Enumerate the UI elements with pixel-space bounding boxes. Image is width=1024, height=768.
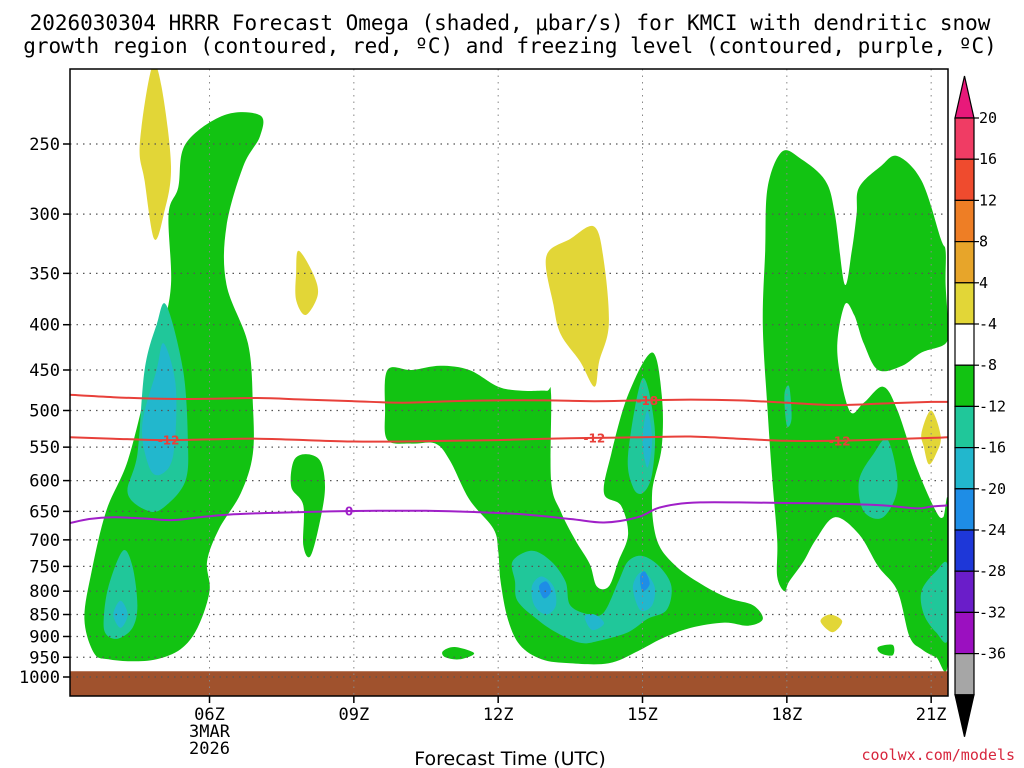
colorbar-segment-0 <box>954 117 975 160</box>
colorbar-segment-8 <box>954 447 975 490</box>
colorbar-segment-12 <box>954 611 975 655</box>
colorbar-segment-6 <box>954 364 975 408</box>
isotherm-line--18-0 <box>70 393 948 407</box>
isotherm-label-0: -18 <box>636 394 658 408</box>
colorbar-label: -12 <box>979 397 1006 415</box>
colorbar: 20 16 12 8 4 -4 -8 -12 -16 -20 -24 -28 -32 -36 <box>954 75 1006 737</box>
omega-region--8-13 <box>511 550 672 644</box>
y-tick-label: 850 <box>29 606 60 626</box>
x-tick-label: 18Z <box>771 705 802 725</box>
colorbar-segment-10 <box>954 529 975 572</box>
ground-layer <box>70 671 948 696</box>
omega-region-4-6 <box>139 69 172 240</box>
isotherm-label-extra1: -12 <box>829 434 851 448</box>
omega-region--8-17 <box>784 385 792 427</box>
colorbar-segment-3 <box>954 241 975 284</box>
colorbar-label: 12 <box>979 191 997 209</box>
isotherm-line--12-1 <box>70 435 948 443</box>
omega-region--16-24 <box>539 581 552 599</box>
colorbar-label: -36 <box>979 645 1006 663</box>
x-tick-label: 15Z <box>627 705 658 725</box>
colorbar-bottom-arrow <box>954 694 975 737</box>
omega-region--4-5 <box>877 644 895 656</box>
colorbar-label: 16 <box>979 150 997 168</box>
omega-region--8-12 <box>103 550 138 639</box>
omega-region--12-23 <box>642 410 653 468</box>
isotherm-lines <box>70 393 948 524</box>
isotherm-label-4: 0 <box>345 505 353 519</box>
omega-region--12-20 <box>632 571 656 612</box>
omega-region--12-21 <box>584 614 605 631</box>
omega-region-4-7 <box>295 250 319 316</box>
colorbar-segment-2 <box>954 199 975 243</box>
isotherm-line-0-4 <box>70 501 948 524</box>
x-tick-date: 3MAR <box>189 722 231 742</box>
y-tick-label: 550 <box>29 438 60 458</box>
omega-region-4-8 <box>545 225 609 387</box>
y-tick-label: 600 <box>29 472 60 492</box>
ground-surface <box>70 671 948 696</box>
isotherm-label-1: -12 <box>158 433 180 447</box>
omega-region-4-9 <box>820 614 843 633</box>
colorbar-segment-11 <box>954 570 975 614</box>
omega-region--4-1 <box>290 454 325 558</box>
colorbar-label: -8 <box>979 356 997 374</box>
colorbar-segment-9 <box>954 488 975 531</box>
chart-title-line1: 2026030304 HRRR Forecast Omega (shaded, … <box>30 11 991 35</box>
y-tick-label: 450 <box>29 361 60 381</box>
y-tick-label: 500 <box>29 402 60 422</box>
colorbar-label: 8 <box>979 233 988 251</box>
omega-shading <box>84 69 948 672</box>
y-tick-label: 750 <box>29 557 60 577</box>
colorbar-label: 20 <box>979 109 997 127</box>
colorbar-label: -4 <box>979 315 997 333</box>
omega-region--8-15 <box>858 438 898 519</box>
y-axis: 2503003504004505005506006507007508008509… <box>19 135 70 688</box>
omega-region--12-18 <box>142 343 177 476</box>
colorbar-label: -24 <box>979 521 1006 539</box>
y-tick-label: 650 <box>29 502 60 522</box>
colorbar-label: -20 <box>979 480 1006 498</box>
omega-region--4-4 <box>762 150 948 672</box>
x-tick-label: 06Z <box>194 705 225 725</box>
colorbar-label: 4 <box>979 274 988 292</box>
colorbar-segment-13 <box>954 652 975 696</box>
colorbar-label: -28 <box>979 562 1006 580</box>
isotherm-labels: -18 -12 0 -12 -12 <box>158 394 851 519</box>
y-tick-label: 900 <box>29 627 60 647</box>
y-tick-label: 300 <box>29 205 60 225</box>
colorbar-label: -32 <box>979 603 1006 621</box>
y-tick-label: 250 <box>29 135 60 155</box>
y-tick-label: 400 <box>29 316 60 336</box>
colorbar-segment-5 <box>954 323 975 366</box>
x-tick-year: 2026 <box>189 739 230 759</box>
colorbar-segment-7 <box>954 405 975 449</box>
x-tick-label: 09Z <box>338 705 369 725</box>
omega-region--8-16 <box>920 561 948 643</box>
y-tick-label: 350 <box>29 264 60 284</box>
colorbar-label: -16 <box>979 439 1006 457</box>
y-tick-label: 1000 <box>19 668 60 688</box>
y-tick-label: 950 <box>29 648 60 668</box>
plot-frame <box>69 68 949 697</box>
x-axis-label: Forecast Time (UTC) <box>414 748 605 768</box>
grid-lines <box>70 69 948 696</box>
y-tick-label: 700 <box>29 531 60 551</box>
omega-region--12-22 <box>113 600 128 628</box>
colorbar-segment-1 <box>954 158 975 201</box>
chart-title-line2: growth region (contoured, red, ºC) and f… <box>23 34 997 58</box>
credit-text: coolwx.com/models <box>861 746 1015 764</box>
y-tick-label: 800 <box>29 582 60 602</box>
isotherm-label-extra0: -12 <box>584 431 606 445</box>
colorbar-segment-4 <box>954 282 975 325</box>
omega-region--4-3 <box>442 646 475 660</box>
x-tick-label: 12Z <box>483 705 514 725</box>
x-tick-label: 21Z <box>916 705 947 725</box>
